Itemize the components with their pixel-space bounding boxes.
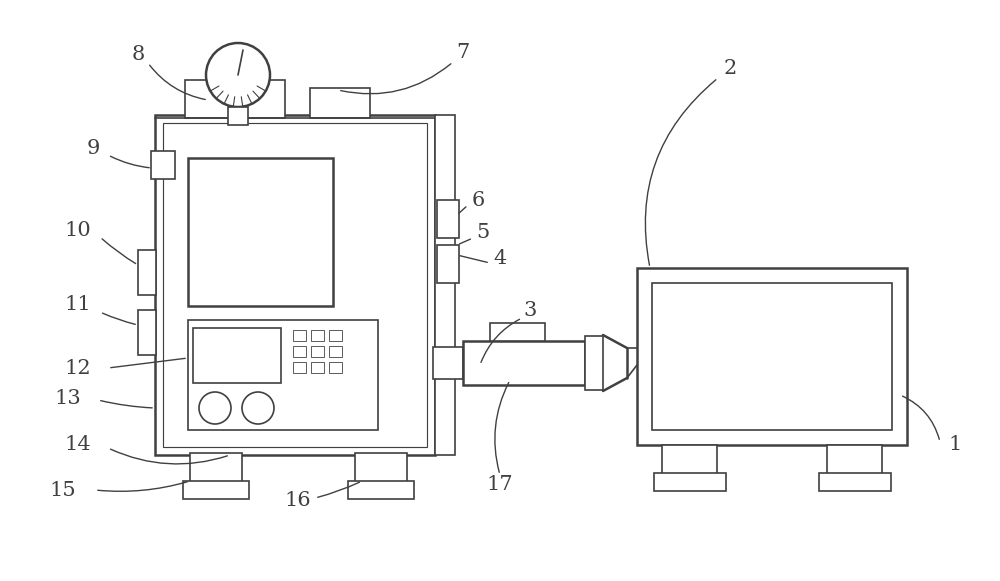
Bar [311, 362, 324, 373]
Bar [463, 341, 585, 385]
Circle shape [206, 43, 270, 107]
Bar [819, 473, 891, 491]
Text: 16: 16 [285, 490, 311, 510]
Text: 7: 7 [456, 42, 470, 62]
Bar [490, 323, 545, 341]
Text: 17: 17 [487, 475, 513, 494]
Text: 12: 12 [65, 358, 91, 378]
Text: 3: 3 [523, 300, 537, 320]
Bar [293, 330, 306, 341]
Bar [193, 328, 281, 383]
Circle shape [199, 392, 231, 424]
Bar [585, 336, 603, 390]
Bar [310, 88, 370, 118]
Text: 8: 8 [131, 45, 145, 64]
Bar [311, 346, 324, 357]
Bar [228, 107, 248, 125]
Bar [437, 245, 459, 283]
Bar [437, 200, 459, 238]
Bar [293, 346, 306, 357]
Bar [329, 362, 342, 373]
Text: 14: 14 [65, 436, 91, 454]
Bar [329, 346, 342, 357]
Bar [138, 250, 156, 295]
Bar [827, 445, 882, 475]
Bar [293, 362, 306, 373]
Bar [151, 151, 175, 179]
Text: 9: 9 [86, 138, 100, 157]
Circle shape [242, 392, 274, 424]
Bar [155, 115, 435, 455]
Text: 15: 15 [50, 480, 76, 500]
Bar [311, 330, 324, 341]
Text: 2: 2 [723, 59, 737, 77]
Bar [163, 123, 427, 447]
Bar [652, 283, 892, 430]
Bar [662, 445, 717, 475]
Bar [183, 481, 249, 499]
Bar [435, 115, 455, 455]
Bar [190, 453, 242, 483]
Text: 10: 10 [65, 221, 91, 239]
Text: 4: 4 [493, 249, 507, 267]
Text: 11: 11 [65, 296, 91, 314]
Bar [348, 481, 414, 499]
Bar [433, 347, 463, 379]
Bar [188, 320, 378, 430]
Text: 6: 6 [471, 191, 485, 210]
Text: 1: 1 [948, 436, 962, 454]
Bar [637, 268, 907, 445]
Bar [329, 330, 342, 341]
Bar [185, 80, 285, 118]
Bar [654, 473, 726, 491]
Text: 5: 5 [476, 223, 490, 242]
Text: 13: 13 [55, 389, 81, 407]
Bar [188, 158, 333, 306]
Bar [138, 310, 156, 355]
Bar [355, 453, 407, 483]
